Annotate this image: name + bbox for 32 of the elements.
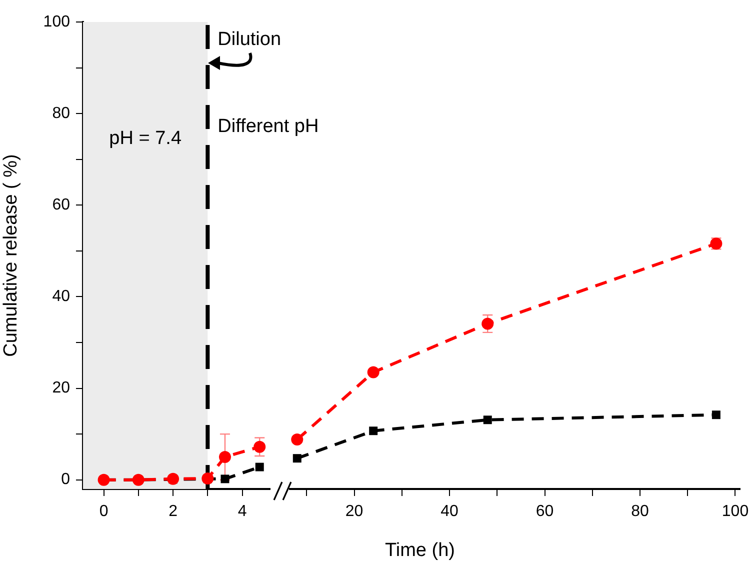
point (712, 410, 720, 420)
point (483, 416, 492, 424)
x-tick-label: 80 (631, 503, 649, 520)
x-tick-label: 20 (345, 503, 364, 520)
y-tick-label: 0 (61, 471, 70, 488)
point (218, 450, 231, 463)
y-axis-title: Cumulative release ( %) (0, 154, 22, 357)
y-tick-label: 100 (43, 13, 70, 30)
y-tick-label: 80 (52, 104, 70, 122)
point (367, 366, 380, 378)
point (254, 440, 266, 453)
annotation: Different pH (218, 116, 319, 138)
point (482, 318, 494, 330)
point (167, 472, 180, 485)
x-tick-label: 60 (536, 503, 554, 520)
point (369, 426, 378, 436)
point (291, 434, 304, 446)
y-tick-label: 20 (52, 380, 70, 397)
x-tick-label: 4 (238, 503, 247, 520)
y-tick-label: 40 (52, 288, 70, 306)
band-label: pH = 7.4 (109, 128, 182, 149)
point (220, 474, 230, 484)
x-tick-label: 2 (168, 503, 178, 520)
y-tick-label: 60 (52, 196, 70, 214)
point (292, 454, 302, 463)
x-tick-label: 40 (440, 503, 459, 520)
point (202, 472, 214, 484)
x-tick-label: 100 (722, 503, 749, 520)
annotation: Dilution (218, 29, 282, 50)
x-axis-title: Time (h) (384, 540, 456, 562)
x-tick-label: 0 (99, 503, 108, 520)
point (255, 462, 264, 472)
